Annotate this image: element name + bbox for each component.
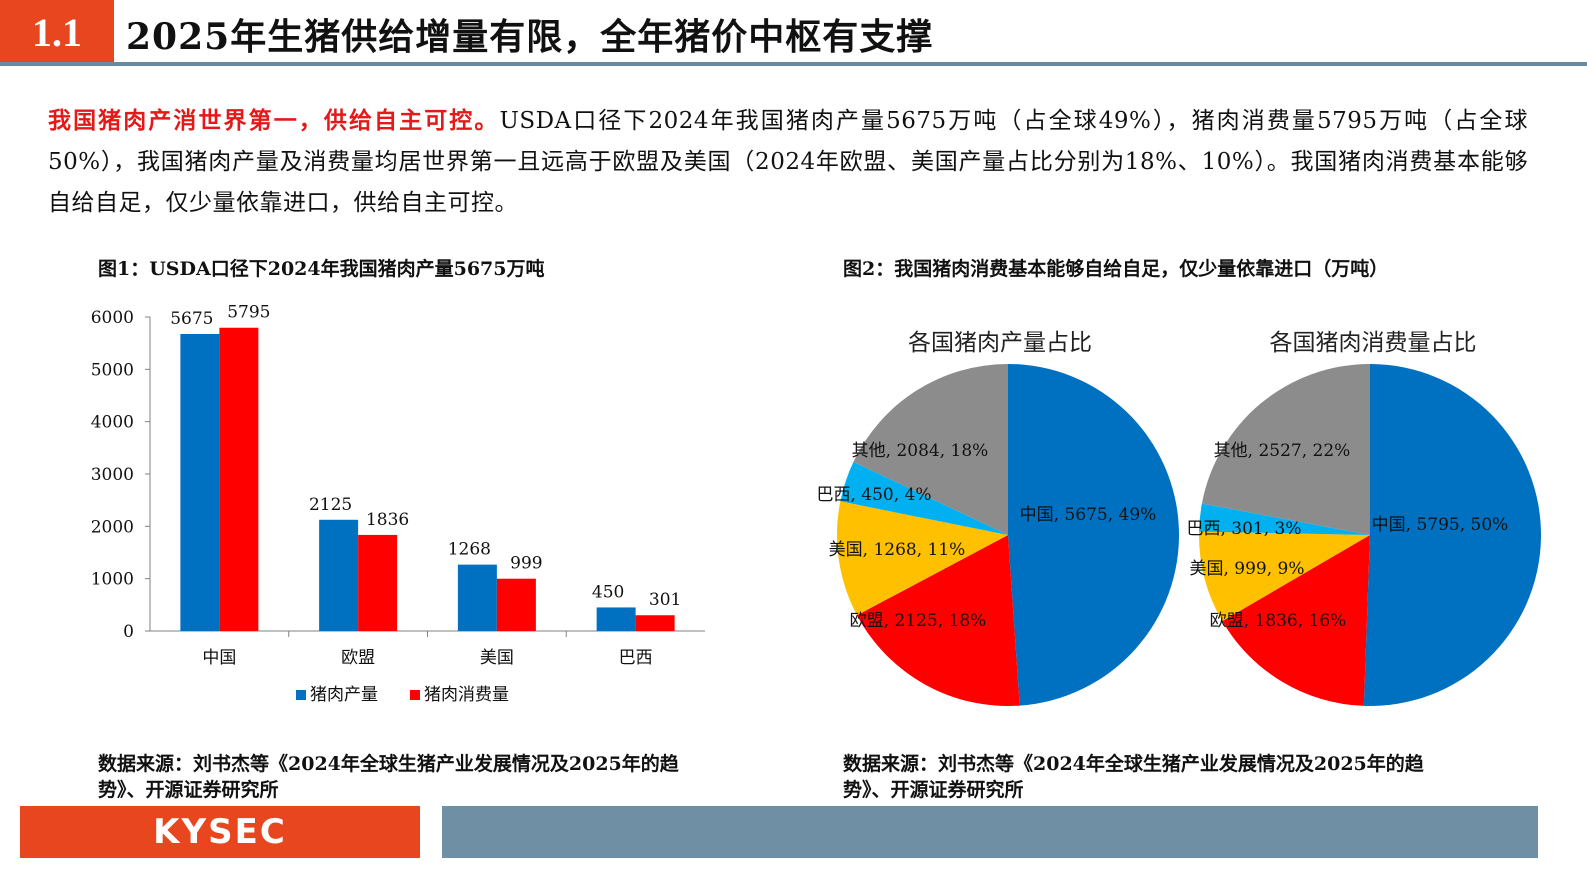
intro-highlight: 我国猪肉产消世界第一，供给自主可控。 <box>48 107 500 134</box>
x-tick-label: 欧盟 <box>341 648 375 668</box>
page-title: 2025年生猪供给增量有限，全年猪价中枢有支撑 <box>126 16 934 58</box>
bar-production <box>319 519 359 631</box>
slice-label: 中国, 5675, 49% <box>1020 505 1157 525</box>
legend-label: 猪肉产量 <box>310 685 378 705</box>
data-label: 999 <box>510 554 542 574</box>
header: 1.1 2025年生猪供给增量有限，全年猪价中枢有支撑 <box>0 0 1587 66</box>
y-tick-label: 0 <box>123 622 134 642</box>
figure1-title: 图1：USDA口径下2024年我国猪肉产量5675万吨 <box>98 258 545 280</box>
figure2-source: 数据来源：刘书杰等《2024年全球生猪产业发展情况及2025年的趋势》、开源证券… <box>843 753 1424 801</box>
pie-slice <box>1201 364 1370 535</box>
legend-swatch <box>296 690 306 700</box>
x-tick-label: 美国 <box>480 648 514 668</box>
slice-label: 美国, 999, 9% <box>1189 559 1304 579</box>
header-divider <box>0 62 1587 66</box>
bar-production <box>457 564 497 631</box>
slice-label: 其他, 2084, 18% <box>852 441 989 461</box>
pie-slice <box>1222 535 1370 706</box>
bar-production <box>596 607 636 631</box>
data-label: 2125 <box>309 495 352 515</box>
pie-slice <box>840 461 1008 535</box>
pie-slice <box>837 501 1008 616</box>
data-label: 301 <box>649 590 681 610</box>
y-tick-label: 6000 <box>91 308 134 328</box>
intro-text: USDA口径下2024年我国猪肉产量5675万吨（占全球49%），猪肉消费量57… <box>48 108 1529 216</box>
pie-slice <box>1199 503 1370 535</box>
legend-label: 猪肉消费量 <box>424 685 509 705</box>
legend-swatch <box>410 690 420 700</box>
figure2-title: 图2：我国猪肉消费基本能够自给自足，仅少量依靠进口（万吨） <box>843 258 1389 280</box>
slice-label: 中国, 5795, 50% <box>1372 515 1509 535</box>
pie-slice <box>1199 531 1370 622</box>
pie-title: 各国猪肉消费量占比 <box>1270 330 1477 356</box>
bar-production <box>180 334 220 631</box>
pie-slice <box>1008 364 1180 706</box>
y-tick-label: 3000 <box>91 465 134 485</box>
slice-label: 巴西, 301, 3% <box>1186 519 1301 539</box>
data-label: 5795 <box>227 303 270 323</box>
kysec-logo: KYSEC <box>20 806 420 858</box>
intro-paragraph: 我国猪肉产消世界第一，供给自主可控。USDA口径下2024年我国猪肉产量5675… <box>48 100 1528 224</box>
data-label: 1836 <box>366 510 409 530</box>
slice-label: 其他, 2527, 22% <box>1214 441 1351 461</box>
y-tick-label: 4000 <box>91 413 134 433</box>
bar-consumption <box>635 615 675 631</box>
footer-bar <box>442 806 1538 858</box>
slice-label: 欧盟, 1836, 16% <box>1210 611 1347 631</box>
data-label: 5675 <box>170 309 213 329</box>
data-label: 450 <box>592 582 624 602</box>
y-tick-label: 5000 <box>91 360 134 380</box>
section-number: 1.1 <box>0 0 114 64</box>
bar-consumption <box>358 534 398 631</box>
pie-slice <box>1363 364 1541 706</box>
x-tick-label: 巴西 <box>619 648 653 668</box>
slice-label: 欧盟, 2125, 18% <box>850 611 987 631</box>
slice-label: 巴西, 450, 4% <box>816 485 931 505</box>
pie-slice <box>853 364 1008 535</box>
bar-consumption <box>496 578 536 631</box>
figure1-source: 数据来源：刘书杰等《2024年全球生猪产业发展情况及2025年的趋势》、开源证券… <box>98 753 679 801</box>
pie-slice <box>856 535 1020 706</box>
y-tick-label: 1000 <box>91 570 134 590</box>
bar-chart: 0 1000 2000 3000 4000 5000 6000 5675 5795 中国 2125 1… <box>91 303 705 705</box>
bar-consumption <box>219 327 259 631</box>
pie-title: 各国猪肉产量占比 <box>908 330 1092 356</box>
x-tick-label: 中国 <box>202 648 236 668</box>
slice-label: 美国, 1268, 11% <box>829 540 966 560</box>
y-tick-label: 2000 <box>91 517 134 537</box>
data-label: 1268 <box>448 540 491 560</box>
